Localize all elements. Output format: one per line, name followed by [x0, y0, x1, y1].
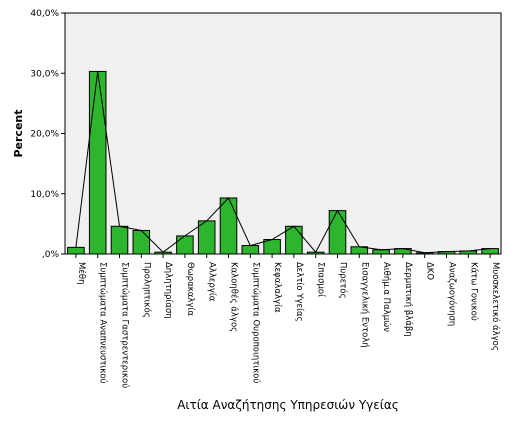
- bar: [263, 239, 281, 255]
- bar: [67, 246, 85, 255]
- bar: [110, 225, 129, 255]
- bar: [372, 249, 390, 255]
- bar: [132, 230, 151, 255]
- x-tick-label: Συμπτώματα Ουροποιητικού: [250, 262, 261, 383]
- x-tick-label: Κεφαλαλγία: [272, 262, 282, 313]
- x-tick-label: Κάτω Γονικού: [468, 262, 479, 321]
- x-tick-label: Συμπτώματα Γαστρεντερικού: [120, 262, 131, 388]
- bar: [285, 225, 303, 255]
- y-tick-label: ,0%: [42, 250, 60, 260]
- y-axis-title: Percent: [12, 109, 25, 157]
- x-tick-label: Καλοηθές άλγος: [229, 262, 240, 332]
- y-tick-label: 20,0%: [30, 130, 59, 140]
- x-tick-label: Μέθη: [76, 262, 87, 285]
- y-tick-label: 30,0%: [30, 69, 59, 79]
- bar: [176, 235, 194, 255]
- y-axis: ,0% 10,0% 20,0% 30,0% 40,0%: [30, 9, 65, 260]
- x-tick-label: Δερματική βλάβη: [403, 262, 413, 337]
- bar: [197, 220, 216, 255]
- bar: [88, 70, 107, 255]
- plot-area: [64, 12, 502, 255]
- x-axis-title: Αιτία Αναζήτησης Υπηρεσιών Υγείας: [177, 398, 399, 412]
- x-tick-label: Σπασμοί: [316, 262, 326, 297]
- bar: [219, 197, 238, 255]
- x-tick-label: Δηλητηρίαση: [163, 262, 173, 319]
- x-tick-label: ΔΚΟ: [425, 262, 435, 280]
- series-line: [75, 71, 491, 254]
- bar: [328, 210, 347, 255]
- x-axis: Μέθη Συμπτώματα Αναπνευστικού Συμπτώματα Γ…: [75, 254, 501, 388]
- x-tick-label: Θωρακαλγία: [185, 262, 195, 316]
- y-tick-label: 10,0%: [30, 190, 59, 200]
- x-tick-label: Πυρετός: [338, 262, 349, 299]
- x-tick-label: Συμπτώματα Αναπνευστικού: [98, 262, 109, 384]
- y-tick-label: 40,0%: [30, 9, 59, 19]
- x-tick-label: Αλλεργία: [207, 262, 217, 302]
- x-tick-label: Αναζωογόνηση: [447, 262, 458, 326]
- x-tick-label: Εισαγγελική Εντολή: [359, 262, 369, 348]
- x-tick-label: Προληπτικός: [141, 262, 152, 318]
- x-tick-label: Μυοσκελετικό άλγος: [490, 262, 501, 351]
- x-tick-label: Δελτίο Υγείας: [294, 262, 304, 322]
- x-tick-label: Αιθήμ.α Παλμών: [381, 262, 392, 332]
- bar: [241, 245, 260, 255]
